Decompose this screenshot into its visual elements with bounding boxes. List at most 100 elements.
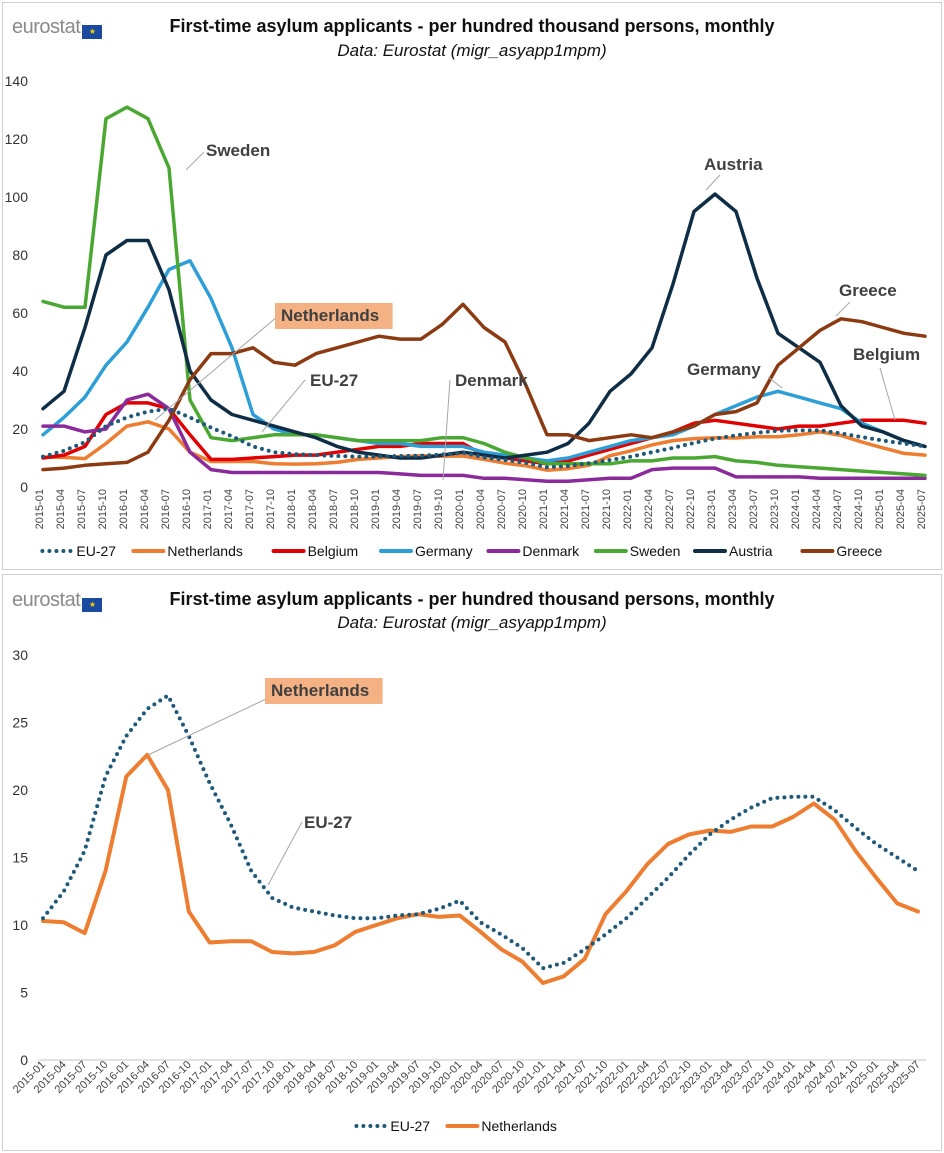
legend-label: Belgium — [308, 543, 359, 559]
annotation-leader-line — [147, 697, 269, 756]
annotation-label: Germany — [687, 360, 761, 379]
y-tick-label: 100 — [5, 189, 29, 205]
annotation-leader-line — [442, 379, 451, 481]
legend-label: Netherlands — [167, 543, 243, 559]
series-line-germany — [41, 259, 927, 463]
chart-panel-bottom — [2, 574, 942, 1151]
annotation-label: Belgium — [853, 345, 920, 364]
x-tick-label: 2019-07 — [412, 489, 424, 529]
x-tick-label: 2018-01 — [286, 489, 298, 529]
y-tick-label: 80 — [12, 247, 28, 263]
series-line-sweden — [41, 105, 927, 478]
x-tick-label: 2016-10 — [181, 489, 193, 529]
legend-label: Greece — [836, 543, 882, 559]
logo-text: eurostat — [12, 16, 81, 38]
legend-label: Sweden — [630, 543, 681, 559]
legend-label: EU-27 — [76, 543, 116, 559]
annotation-box — [275, 303, 393, 329]
annotation-box — [265, 678, 383, 704]
annotation-leader-line — [879, 367, 896, 421]
x-tick-label: 2022-04 — [643, 489, 655, 529]
x-tick-label: 2019-01 — [370, 489, 382, 529]
annotation-leader-line — [261, 379, 306, 433]
x-tick-label: 2017-10 — [265, 489, 277, 529]
legend-label: Denmark — [522, 543, 580, 559]
chart-subtitle: Data: Eurostat (migr_asyapp1mpm) — [337, 613, 607, 632]
x-tick-label: 2024-04 — [811, 489, 823, 529]
annotation-leader-line — [185, 151, 205, 171]
x-tick-label: 2024-01 — [790, 489, 802, 529]
x-tick-label: 2015-07 — [76, 489, 88, 529]
x-tick-label: 2023-07 — [748, 489, 760, 529]
chart-title: First-time asylum applicants - per hundr… — [169, 16, 775, 36]
x-tick-label: 2021-01 — [538, 489, 550, 529]
series-line-greece — [41, 302, 927, 472]
x-tick-label: 2016-07 — [160, 489, 172, 529]
chart-title: First-time asylum applicants - per hundr… — [169, 589, 775, 609]
eu-flag-icon: ★ — [82, 25, 103, 39]
x-tick-label: 2018-10 — [349, 489, 361, 529]
x-tick-label: 2023-01 — [706, 489, 718, 529]
x-tick-label: 2025-07 — [916, 489, 928, 529]
chart-subtitle: Data: Eurostat (migr_asyapp1mpm) — [337, 41, 607, 60]
annotation-label: Netherlands — [281, 306, 379, 325]
x-tick-label: 2023-10 — [769, 489, 781, 529]
x-tick-label: 2018-04 — [307, 489, 319, 529]
eurostat-logo: eurostat ★ — [12, 16, 103, 39]
legend-label: EU-27 — [390, 1118, 430, 1134]
x-tick-label: 2020-07 — [496, 489, 508, 529]
x-tick-label: 2015-04 — [55, 489, 67, 529]
x-tick-label: 2017-01 — [202, 489, 214, 529]
x-tick-label: 2022-10 — [685, 489, 697, 529]
x-tick-label: 2016-01 — [118, 489, 130, 529]
x-tick-label: 2020-01 — [454, 489, 466, 529]
eurostat-logo: eurostat ★ — [12, 589, 103, 612]
series-line-netherlands — [41, 752, 920, 985]
annotation-leader-line — [835, 301, 851, 317]
x-tick-label: 2023-04 — [727, 489, 739, 529]
annotation-label: Austria — [704, 155, 763, 174]
series-line-eu-27 — [41, 406, 927, 470]
y-tick-label: 20 — [12, 782, 28, 798]
x-tick-label: 2021-04 — [559, 489, 571, 529]
y-tick-label: 25 — [12, 715, 28, 731]
x-tick-label: 2020-10 — [517, 489, 529, 529]
x-tick-label: 2019-04 — [391, 489, 403, 529]
x-tick-label: 2022-01 — [622, 489, 634, 529]
y-tick-label: 0 — [20, 479, 28, 495]
x-tick-label: 2018-07 — [328, 489, 340, 529]
annotation-label: EU-27 — [304, 813, 352, 832]
x-tick-label: 2021-10 — [601, 489, 613, 529]
x-tick-label: 2021-07 — [580, 489, 592, 529]
x-tick-label: 2015-01 — [34, 489, 46, 529]
annotation-label: Denmark — [455, 371, 528, 390]
annotation-label: EU-27 — [310, 371, 358, 390]
y-tick-label: 20 — [12, 421, 28, 437]
y-tick-label: 15 — [12, 850, 28, 866]
y-tick-label: 40 — [12, 363, 28, 379]
annotation-leader-line — [705, 174, 721, 191]
eu-flag-icon: ★ — [82, 598, 103, 612]
annotation-leader-line — [767, 376, 783, 389]
annotation-leader-line — [267, 821, 303, 886]
series-line-denmark — [41, 392, 927, 483]
x-tick-label: 2020-04 — [475, 489, 487, 529]
x-tick-label: 2016-04 — [139, 489, 151, 529]
x-tick-label: 2022-07 — [664, 489, 676, 529]
x-tick-label: 2025-01 — [874, 489, 886, 529]
y-tick-label: 30 — [12, 647, 28, 663]
series-line-austria — [41, 192, 927, 460]
series-line-netherlands — [41, 420, 927, 472]
logo-text: eurostat — [12, 589, 81, 611]
y-tick-label: 5 — [20, 985, 28, 1001]
x-tick-label: 2017-04 — [223, 489, 235, 529]
y-tick-label: 140 — [5, 73, 29, 89]
x-tick-label: 2017-07 — [244, 489, 256, 529]
y-tick-label: 60 — [12, 305, 28, 321]
annotation-leader-line — [154, 315, 279, 421]
annotation-label: Greece — [839, 281, 897, 300]
legend-label: Netherlands — [481, 1118, 557, 1134]
x-tick-label: 2024-07 — [832, 489, 844, 529]
